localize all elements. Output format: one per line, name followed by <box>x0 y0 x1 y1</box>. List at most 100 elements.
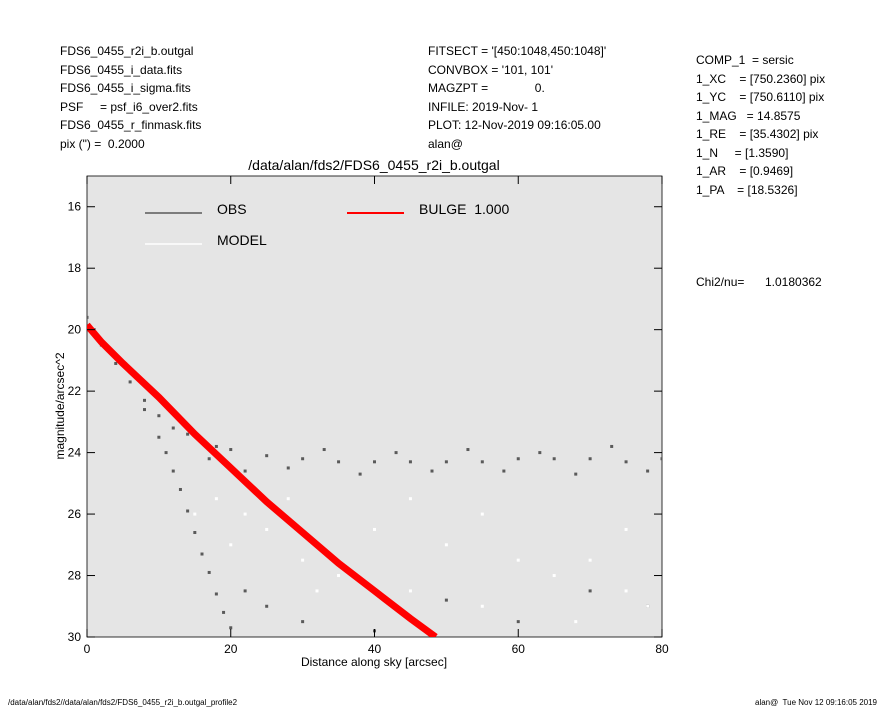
point <box>480 604 484 608</box>
point <box>538 451 542 455</box>
header-line: FDS6_0455_i_sigma.fits <box>60 81 191 95</box>
chi-value: 1.0180362 <box>765 275 822 289</box>
bulge-line <box>87 322 438 637</box>
point <box>588 558 592 562</box>
point <box>552 457 556 461</box>
point <box>243 589 247 593</box>
point <box>207 570 211 574</box>
point <box>200 552 204 556</box>
point <box>243 469 247 473</box>
header-line: FDS6_0455_r_finmask.fits <box>60 118 202 132</box>
x-tick-label: 60 <box>512 642 526 656</box>
point <box>143 398 146 402</box>
point <box>408 589 412 593</box>
header-line: FDS6_0455_i_data.fits <box>60 62 183 77</box>
header-line: FITSECT = '[450:1048,450:1048]' <box>428 44 607 58</box>
x-tick-label: 20 <box>224 642 238 656</box>
header-line: 1_N = [1.3590] <box>696 145 789 160</box>
point <box>646 469 650 473</box>
point <box>171 469 175 473</box>
point <box>337 460 341 464</box>
legend-label: MODEL <box>217 232 267 248</box>
point <box>660 457 662 461</box>
point <box>222 610 226 614</box>
point <box>588 457 592 461</box>
header-line: 1_RE = [35.4302] pix <box>696 127 819 141</box>
point <box>516 620 520 624</box>
header-line: 1_YC = [750.6110] pix <box>696 90 825 104</box>
point <box>480 460 484 464</box>
point <box>322 448 326 452</box>
marks <box>87 315 662 637</box>
point <box>87 315 89 319</box>
point <box>624 527 628 531</box>
chart-title: /data/alan/fds2/FDS6_0455_r2i_b.outgal <box>248 157 499 173</box>
point <box>610 444 614 448</box>
header-line: PSF = psf_i6_over2.fits <box>60 99 198 114</box>
point <box>229 543 233 547</box>
point <box>444 598 448 602</box>
point <box>157 435 161 439</box>
point <box>265 527 269 531</box>
y-tick-label: 16 <box>68 200 82 214</box>
point <box>444 460 448 464</box>
x-tick-label: 80 <box>655 642 669 656</box>
point <box>502 469 506 473</box>
point <box>466 448 470 452</box>
header-line: INFILE: 2019-Nov- 1 <box>428 99 539 114</box>
point <box>430 469 434 473</box>
point <box>574 472 578 476</box>
header-line: CONVBOX = '101, 101' <box>428 62 553 77</box>
point <box>157 414 161 418</box>
point <box>164 451 168 455</box>
point <box>574 620 578 624</box>
header-middle: FITSECT = '[450:1048,450:1048]' CONVBOX =… <box>428 42 606 153</box>
x-axis-label: Distance along sky [arcsec] <box>301 655 447 669</box>
header-line: 1_XC = [750.2360] pix <box>696 71 826 86</box>
header-line: COMP_1 = sersic <box>696 53 794 67</box>
point <box>394 451 398 455</box>
point <box>408 460 412 464</box>
point <box>301 620 305 624</box>
point <box>301 457 305 461</box>
header-line: 1_MAG = 14.8575 <box>696 108 801 123</box>
y-tick-label: 22 <box>68 384 82 398</box>
point <box>193 531 197 535</box>
point <box>265 604 269 608</box>
point <box>337 574 341 578</box>
point <box>444 543 448 547</box>
point <box>480 512 484 516</box>
header-right: COMP_1 = sersic 1_XC = [750.2360] pix 1_YC… <box>696 48 826 197</box>
point <box>516 457 520 461</box>
point <box>171 426 175 430</box>
point <box>408 497 412 501</box>
point <box>646 604 650 608</box>
point <box>373 460 376 464</box>
point <box>286 497 290 501</box>
y-tick-label: 24 <box>68 446 82 460</box>
point <box>516 558 520 562</box>
point <box>143 408 146 412</box>
header-line: MAGZPT = 0. <box>428 81 545 95</box>
point <box>186 509 190 513</box>
header-line: pix (") = 0.2000 <box>60 136 145 151</box>
legend-label: OBS <box>217 201 247 217</box>
point <box>229 626 233 630</box>
y-tick-label: 30 <box>68 630 82 644</box>
point <box>552 574 556 578</box>
point <box>114 361 118 365</box>
y-tick-label: 26 <box>68 507 82 521</box>
point <box>301 558 305 562</box>
point <box>315 589 319 593</box>
point <box>286 466 290 470</box>
point <box>243 512 247 516</box>
x-tick-label: 40 <box>368 642 382 656</box>
header-line: FDS6_0455_r2i_b.outgal <box>60 44 194 58</box>
point <box>214 592 218 596</box>
point <box>229 448 233 452</box>
header-line: PLOT: 12-Nov-2019 09:16:05.00 <box>428 118 601 132</box>
legend-label: BULGE 1.000 <box>419 201 509 217</box>
point <box>624 589 628 593</box>
point <box>373 527 376 531</box>
